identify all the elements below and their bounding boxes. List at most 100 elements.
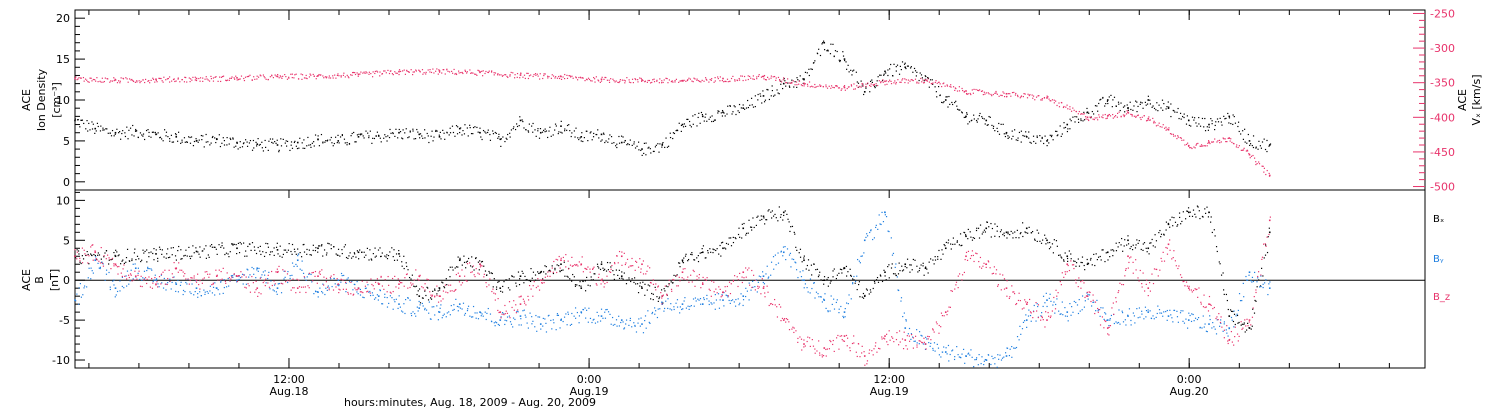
by-dot-129 — [231, 275, 234, 277]
vx-dot-786 — [1029, 94, 1031, 96]
vx-dot-942 — [1219, 142, 1221, 144]
bz-dot-255 — [384, 278, 386, 281]
by-dot-715 — [943, 346, 945, 348]
vx-dot-808 — [1056, 104, 1058, 107]
by-point-47 — [1025, 319, 1028, 321]
bz-dot-422 — [587, 266, 589, 268]
vx-dot-107 — [205, 76, 207, 78]
by-dot-538 — [728, 299, 730, 302]
bx-dot-705 — [932, 259, 934, 261]
bz-dot-668 — [885, 333, 888, 335]
bz-dot-188 — [303, 276, 305, 278]
ion-density-dot-520 — [706, 120, 708, 122]
bx-dot-897 — [1165, 229, 1167, 231]
by-dot-68 — [157, 283, 159, 285]
bz-dot-477 — [655, 283, 657, 285]
by-dot-58 — [146, 269, 148, 272]
by-dot-334 — [480, 315, 482, 317]
ion-density-dot-944 — [1221, 124, 1223, 126]
vx-dot-473 — [649, 82, 652, 84]
ion-density-dot-213 — [333, 142, 335, 145]
ion-density-dot-454 — [626, 144, 628, 146]
bz-dot-667 — [886, 341, 888, 343]
vx-dot-966 — [1248, 152, 1250, 155]
bz-dot-64 — [152, 282, 154, 284]
ion-density-dot-403 — [564, 128, 566, 130]
bz-point-35 — [782, 319, 785, 321]
ion-density-dot-341 — [489, 133, 491, 136]
bx-dot-292 — [429, 297, 432, 299]
by-dot-155 — [264, 274, 266, 276]
ion-density-dot-582 — [782, 87, 784, 90]
vx-dot-43 — [127, 81, 129, 83]
bx-point-34 — [924, 267, 927, 270]
ion-density-dot-326 — [470, 132, 473, 135]
by-dot-706 — [932, 349, 934, 351]
vx-dot-446 — [617, 81, 619, 83]
bx-dot-628 — [838, 272, 840, 274]
bz-dot-116 — [216, 274, 218, 276]
bz-dot-529 — [718, 286, 720, 288]
by-dot-801 — [1048, 297, 1050, 299]
vx-dot-667 — [885, 80, 888, 82]
ion-density-point-0 — [74, 119, 76, 122]
vx-dot-795 — [1041, 99, 1043, 101]
vx-point-19 — [843, 86, 846, 89]
bx-dot-402 — [563, 261, 565, 263]
ion-density-dot-271 — [404, 132, 406, 134]
bx-point-49 — [1228, 315, 1231, 317]
ion-density-dot-593 — [796, 86, 798, 88]
ion-density-dot-371 — [525, 129, 527, 131]
bz-dot-213 — [333, 274, 335, 276]
ion-density-dot-629 — [839, 60, 841, 63]
bz-dot-367 — [520, 295, 522, 297]
vx-dot-261 — [391, 73, 394, 75]
vx-dot-224 — [347, 76, 349, 78]
bz-dot-524 — [711, 280, 713, 282]
ion-density-dot-141 — [246, 141, 248, 143]
vx-dot-51 — [136, 81, 138, 83]
ion-density-dot-374 — [528, 123, 530, 125]
ion-density-dot-292 — [430, 135, 432, 137]
by-dot-844 — [1100, 307, 1102, 309]
by-dot-782 — [1025, 314, 1027, 316]
ion-density-dot-312 — [454, 135, 456, 137]
bx-dot-48 — [133, 252, 136, 254]
ion-density-point-44 — [965, 115, 967, 118]
bx-dot-368 — [522, 272, 524, 274]
ion-density-dot-658 — [874, 86, 876, 89]
bx-dot-933 — [1208, 211, 1210, 213]
vx-dot-166 — [277, 73, 279, 76]
bx-dot-234 — [359, 249, 361, 251]
vx-dot-408 — [570, 76, 572, 78]
bx-dot-585 — [786, 213, 788, 216]
ion-density-dot-917 — [1188, 124, 1190, 126]
bx-dot-772 — [1012, 232, 1014, 234]
by-dot-435 — [604, 311, 606, 313]
bz-dot-352 — [503, 313, 505, 316]
ion-density-dot-314 — [456, 133, 459, 135]
bz-dot-478 — [655, 289, 657, 291]
vx-dot-109 — [207, 79, 209, 81]
bx-dot-320 — [463, 261, 466, 264]
by-dot-617 — [824, 293, 826, 295]
bx-dot-562 — [757, 215, 759, 217]
bz-dot-206 — [325, 277, 328, 280]
bz-dot-619 — [826, 348, 828, 350]
bx-dot-582 — [782, 219, 784, 221]
ion-density-dot-473 — [649, 148, 651, 150]
ion-density-dot-587 — [788, 85, 791, 87]
bz-dot-56 — [143, 279, 145, 281]
top-left-tick-label-0: 0 — [63, 176, 70, 189]
bx-dot-392 — [551, 265, 553, 267]
vx-dot-330 — [476, 74, 478, 76]
by-dot-923 — [1196, 318, 1199, 321]
bz-dot-299 — [437, 301, 440, 303]
bz-dot-168 — [278, 265, 280, 268]
ion-density-dot-903 — [1172, 109, 1174, 112]
ion-density-dot-660 — [876, 80, 878, 82]
by-dot-206 — [325, 287, 327, 289]
bx-dot-827 — [1080, 261, 1082, 264]
vx-dot-4 — [79, 77, 82, 79]
